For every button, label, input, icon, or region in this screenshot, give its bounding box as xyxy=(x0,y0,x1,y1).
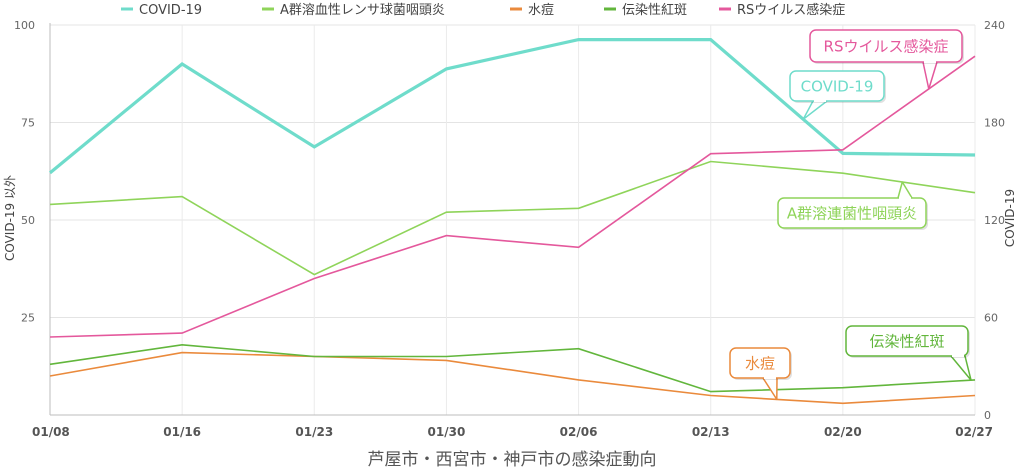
y-tick-label-right: 180 xyxy=(984,117,1005,130)
legend-label: RSウイルス感染症 xyxy=(737,2,845,18)
legend-label: COVID-19 xyxy=(139,3,202,18)
y-tick-label-right: 0 xyxy=(984,409,991,422)
x-tick-label: 01/30 xyxy=(428,425,466,439)
callout: A群溶連菌性咽頭炎 xyxy=(777,181,928,230)
series-line-a xyxy=(49,160,976,276)
series-layer xyxy=(48,37,976,405)
callout: COVID-19 xyxy=(789,70,886,121)
callout-box xyxy=(789,70,885,102)
callout-label: COVID-19 xyxy=(801,78,874,96)
callout-label: 水痘 xyxy=(745,355,775,373)
series-line-rs xyxy=(49,55,976,338)
legend: COVID-19 A群溶血性レンサ球菌咽頭炎 水痘 伝染性紅斑 RSウイルス感染症 xyxy=(121,2,845,18)
callout-box xyxy=(809,29,963,63)
y-tick-label-right: 120 xyxy=(984,214,1005,227)
callout-pointer xyxy=(802,100,828,121)
callout-box xyxy=(777,197,927,229)
y-tick-label-left: 75 xyxy=(21,117,35,130)
y-tick-label-left: 50 xyxy=(21,214,35,227)
x-tick-label: 02/20 xyxy=(824,425,862,439)
y-axis-label-left: COVID-19 以外 xyxy=(3,175,17,261)
y-tick-label-right: 60 xyxy=(984,312,998,325)
series-line-series xyxy=(49,351,976,405)
callout-label: 伝染性紅斑 xyxy=(869,333,944,351)
x-tick-label: 01/16 xyxy=(163,425,201,439)
x-tick-label: 02/13 xyxy=(692,425,730,439)
legend-label: 伝染性紅斑 xyxy=(622,3,687,18)
callout-label: A群溶連菌性咽頭炎 xyxy=(787,205,917,223)
x-axis-label: 芦屋市・西宮市・神戸市の感染症動向 xyxy=(368,450,657,470)
y-tick-label-left: 100 xyxy=(14,19,35,32)
y-tick-label-left: 25 xyxy=(21,312,35,325)
callout-label: RSウイルス感染症 xyxy=(824,38,949,56)
callout-pointer xyxy=(950,355,972,381)
callout: RSウイルス感染症 xyxy=(809,29,964,90)
callout: 伝染性紅斑 xyxy=(845,325,972,381)
x-tick-label: 02/27 xyxy=(955,425,993,439)
legend-label: 水痘 xyxy=(528,3,554,18)
series-line-covid-19 xyxy=(48,37,976,175)
callout: 水痘 xyxy=(729,347,792,401)
y-axis-label-right: COVID-19 xyxy=(1003,189,1017,247)
y-tick-label-right: 240 xyxy=(984,19,1005,32)
callout-pointer xyxy=(762,377,778,401)
x-tick-label: 01/23 xyxy=(295,425,333,439)
axes: 25 50 75 100 0 60 120 180 240 01/08 01/16 01/23 01/3… xyxy=(14,19,1005,439)
callout-box xyxy=(729,347,791,379)
callout-pointer xyxy=(897,181,913,199)
callout-box xyxy=(845,325,969,357)
x-tick-label: 01/08 xyxy=(32,425,70,439)
legend-label: A群溶血性レンサ球菌咽頭炎 xyxy=(280,3,445,18)
x-tick-label: 02/06 xyxy=(560,425,598,439)
series-line-series xyxy=(49,343,976,393)
